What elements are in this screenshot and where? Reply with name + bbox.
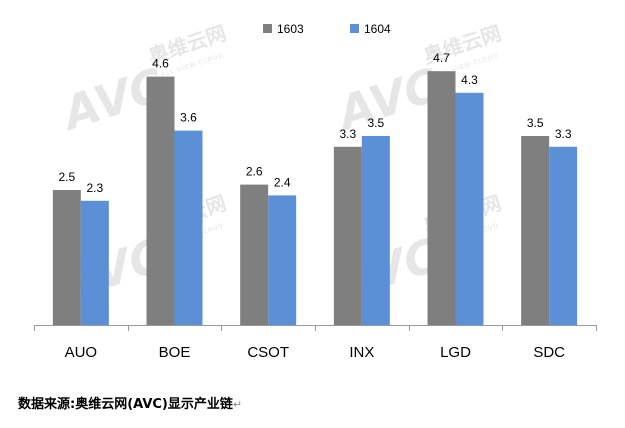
source-note-text: 数据来源:奥维云网(AVC)显示产业链 bbox=[18, 397, 233, 412]
bar-INX-1604 bbox=[361, 136, 390, 325]
bar-AUO-1603 bbox=[52, 190, 81, 325]
data-label-BOE-1604: 3.6 bbox=[180, 111, 197, 125]
bar-BOE-1604 bbox=[174, 130, 203, 325]
bar-CSOT-1603 bbox=[240, 184, 269, 325]
legend-swatch-1603 bbox=[263, 24, 272, 33]
bar-LGD-1603 bbox=[427, 71, 456, 325]
x-tick-label-BOE: BOE bbox=[159, 344, 191, 361]
return-mark: ↵ bbox=[232, 398, 243, 411]
data-label-CSOT-1604: 2.4 bbox=[274, 175, 291, 189]
data-label-SDC-1604: 3.3 bbox=[555, 127, 572, 141]
bar-INX-1603 bbox=[333, 146, 362, 325]
x-tick-label-SDC: SDC bbox=[533, 344, 565, 361]
legend-label-1604: 1604 bbox=[364, 22, 391, 36]
source-note: 数据来源:奥维云网(AVC)显示产业链↵ bbox=[18, 393, 242, 412]
data-label-group: 2.5 2.3 4.6 3.6 2.6 2.4 3.3 3.5 4.7 4.3 3.5 3.3 bbox=[58, 51, 571, 195]
bar-group bbox=[52, 71, 578, 325]
bar-SDC-1604 bbox=[549, 146, 578, 325]
data-label-AUO-1604: 2.3 bbox=[86, 181, 103, 195]
data-label-LGD-1604: 4.3 bbox=[461, 73, 478, 87]
legend-label-1603: 1603 bbox=[277, 22, 304, 36]
data-label-AUO-1603: 2.5 bbox=[58, 170, 75, 184]
data-label-BOE-1603: 4.6 bbox=[152, 57, 169, 71]
x-tick-label-LGD: LGD bbox=[440, 344, 471, 361]
bar-AUO-1604 bbox=[80, 200, 109, 325]
bar-BOE-1603 bbox=[146, 76, 175, 325]
legend: 1603 1604 bbox=[263, 22, 391, 36]
x-tick-label-INX: INX bbox=[349, 344, 374, 361]
bar-SDC-1603 bbox=[521, 136, 550, 325]
legend-swatch-1604 bbox=[350, 24, 359, 33]
data-label-SDC-1603: 3.5 bbox=[527, 116, 544, 130]
bar-CSOT-1604 bbox=[268, 195, 297, 325]
data-label-INX-1603: 3.3 bbox=[339, 127, 356, 141]
data-label-CSOT-1603: 2.6 bbox=[246, 165, 263, 179]
x-axis: AUO BOE CSOT INX LGD SDC bbox=[34, 325, 597, 361]
x-tick-label-AUO: AUO bbox=[65, 344, 98, 361]
data-label-INX-1604: 3.5 bbox=[367, 116, 384, 130]
data-label-LGD-1603: 4.7 bbox=[433, 51, 450, 65]
bar-LGD-1604 bbox=[455, 92, 484, 325]
x-tick-label-CSOT: CSOT bbox=[247, 344, 289, 361]
